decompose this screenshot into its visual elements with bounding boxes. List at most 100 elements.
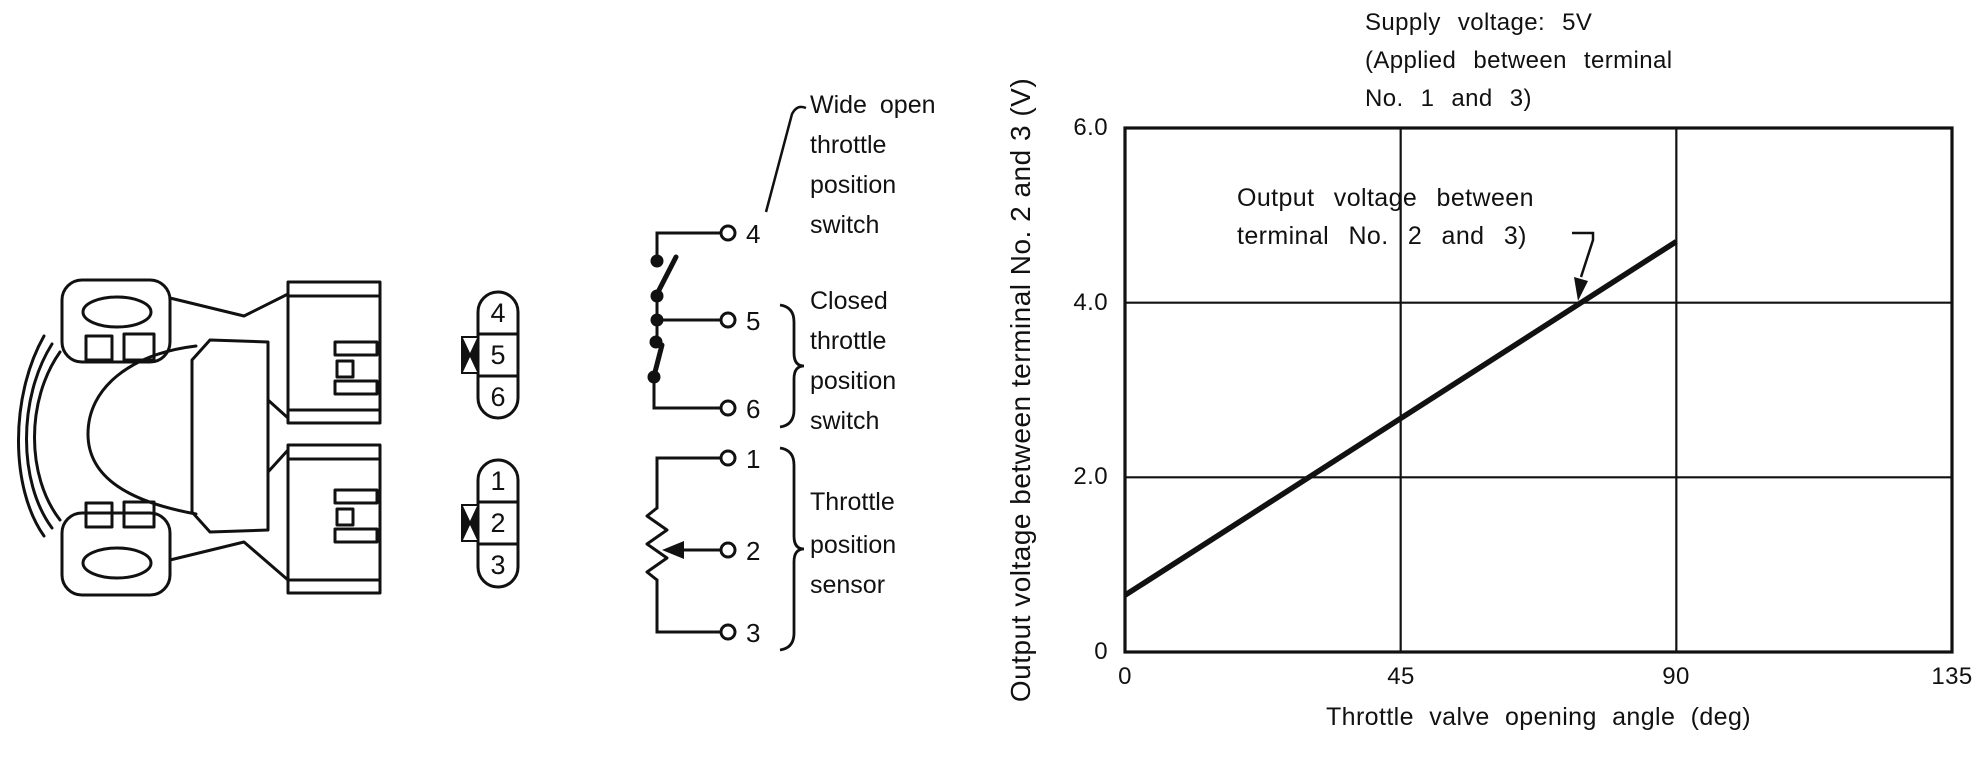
wire-terminal-1 xyxy=(655,456,722,510)
x-axis-title: Throttle valve opening angle (deg) xyxy=(1325,703,1751,731)
pin-2-key-notch-bottom xyxy=(463,525,477,540)
y-tick-2: 2.0 xyxy=(1073,463,1108,490)
terminal-circle-4 xyxy=(719,224,737,242)
y-tick-4: 4.0 xyxy=(1073,289,1108,316)
wire-terminal-3 xyxy=(655,578,722,634)
contact-dot-2 xyxy=(650,289,664,303)
sensor-upper-tab-right xyxy=(122,332,156,362)
chart-plot: Output voltage between terminal No. 2 an… xyxy=(1005,78,1954,702)
sensor-left-edge-arc-mid xyxy=(25,342,54,530)
connector-bottom-key xyxy=(335,507,355,527)
pin-2-key-tab xyxy=(461,504,479,542)
terminal-number-1: 1 xyxy=(746,444,760,474)
x-tick-45: 45 xyxy=(1387,663,1415,690)
pin-label-6: 6 xyxy=(490,382,505,412)
wide-open-label-line-1: Wide open xyxy=(810,91,936,119)
sensor-brace xyxy=(779,446,805,652)
terminal-number-3: 3 xyxy=(746,618,760,648)
wire-terminal-4 xyxy=(655,231,722,261)
chart-frame xyxy=(1123,126,1954,654)
sensor-upper-ear xyxy=(60,278,172,364)
sensor-upper-tab-left xyxy=(84,334,114,362)
y-axis-title: Output voltage between terminal No. 2 an… xyxy=(1005,78,1036,702)
terminal-number-2: 2 xyxy=(746,536,760,566)
x-tick-135: 135 xyxy=(1931,663,1973,690)
sensor-left-edge-arc-outer xyxy=(17,334,46,538)
chart-annotation-line-2: terminal No. 2 and 3) xyxy=(1237,222,1527,250)
wire-terminal-6 xyxy=(652,378,722,410)
closed-label-line-2: throttle xyxy=(810,327,886,355)
supply-note-line-2: (Applied between terminal xyxy=(1365,47,1673,74)
sensor-lower-ear xyxy=(60,511,172,597)
terminal-number-4: 4 xyxy=(746,219,760,249)
sensor-illustration xyxy=(17,278,382,597)
closed-label-line-1: Closed xyxy=(810,287,888,315)
sensor-lower-tab-right xyxy=(122,500,156,529)
wide-open-label-line-4: switch xyxy=(810,211,879,239)
wide-open-label-leader xyxy=(764,105,807,213)
contact-dot-1 xyxy=(650,254,664,268)
sensor-label-line-3: sensor xyxy=(810,571,885,599)
sensor-label-line-1: Throttle xyxy=(810,488,895,516)
pin-label-4: 4 xyxy=(490,298,505,328)
sensor-left-edge-arc-inner xyxy=(33,350,62,522)
connector-top-key xyxy=(335,359,355,379)
terminal-circle-5 xyxy=(719,311,737,329)
pin-2-key-notch-top xyxy=(463,506,477,521)
wide-open-label-line-2: throttle xyxy=(810,131,886,159)
output-voltage-line xyxy=(1123,239,1678,598)
pin-5-key-notch-top xyxy=(463,338,477,353)
terminal-circle-3 xyxy=(719,623,737,641)
y-tick-0: 0 xyxy=(1094,638,1108,665)
pin-label-5: 5 xyxy=(490,340,505,370)
terminal-circle-1 xyxy=(719,449,737,467)
annotation-leader xyxy=(1572,231,1595,278)
sensor-housing-link-top xyxy=(266,398,290,420)
sensor-center-panel xyxy=(190,338,270,534)
sensor-lower-ear-slot xyxy=(81,546,153,580)
contact-dot-4 xyxy=(649,335,663,349)
y-tick-6: 6.0 xyxy=(1073,114,1108,141)
connector-top-slot-2 xyxy=(333,379,379,396)
closed-switch-brace xyxy=(779,303,805,429)
pin-label-3: 3 xyxy=(490,550,505,580)
resistor-zigzag xyxy=(645,506,669,582)
wiper-arrowhead xyxy=(662,541,684,559)
terminal-number-5: 5 xyxy=(746,306,760,336)
switch-lever-wide-open xyxy=(654,254,679,297)
contact-dot-3 xyxy=(650,313,664,327)
sensor-housing-link-bottom xyxy=(266,448,290,474)
connector-housing-top xyxy=(286,280,382,425)
x-tick-0: 0 xyxy=(1118,663,1132,690)
sensor-top-edge xyxy=(168,292,290,318)
pin-5-key-tab xyxy=(461,336,479,374)
terminal-circle-6 xyxy=(719,399,737,417)
sensor-label-line-2: position xyxy=(810,531,896,559)
closed-label-line-3: position xyxy=(810,367,896,395)
terminal-number-6: 6 xyxy=(746,394,760,424)
chart-annotation-line-1: Output voltage between xyxy=(1237,184,1534,212)
closed-label-line-4: switch xyxy=(810,407,879,435)
wide-open-label-line-3: position xyxy=(810,171,896,199)
supply-note-line-1: Supply voltage: 5V xyxy=(1365,9,1593,36)
pin-label-1: 1 xyxy=(490,466,505,496)
supply-note-line-3: No. 1 and 3) xyxy=(1365,85,1532,112)
chart-gridlines xyxy=(1125,128,1952,652)
sensor-bottom-edge xyxy=(168,540,290,582)
pin-label-2: 2 xyxy=(490,508,505,538)
circuit-schematic: 4 5 6 1 2 3 Wide open throttle position … xyxy=(645,91,936,652)
pin-number-blocks: 4 5 6 1 2 3 xyxy=(461,290,520,589)
sensor-lower-tab-left xyxy=(84,501,114,529)
annotation-arrowhead xyxy=(1574,277,1588,301)
connector-bottom-slot-1 xyxy=(333,488,379,505)
connector-top-slot-1 xyxy=(333,340,379,357)
output-voltage-chart: Output voltage between terminal No. 2 an… xyxy=(990,0,1984,761)
pin-5-key-notch-bottom xyxy=(463,357,477,372)
x-tick-90: 90 xyxy=(1662,663,1690,690)
sensor-upper-ear-slot xyxy=(81,295,153,329)
terminal-circle-2 xyxy=(719,541,737,559)
connector-housing-bottom xyxy=(286,443,382,595)
sensor-mouth-curve xyxy=(86,344,198,516)
contact-dot-5 xyxy=(647,370,661,384)
connector-bottom-slot-2 xyxy=(333,527,379,544)
